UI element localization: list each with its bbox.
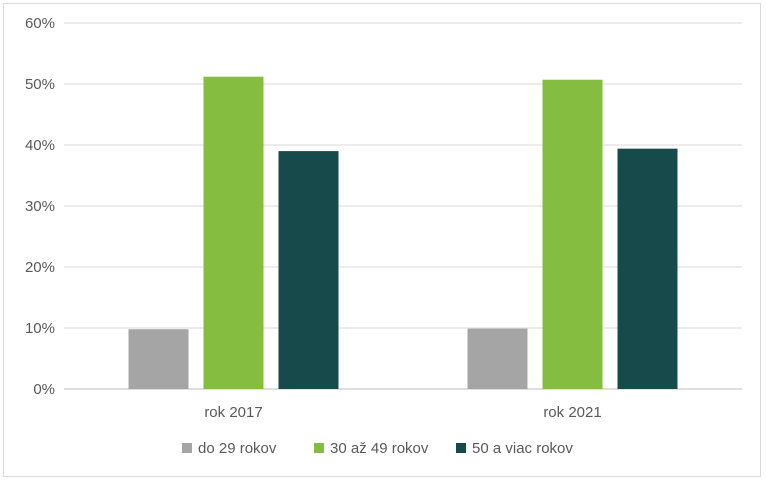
- gridlines: [64, 22, 742, 390]
- y-tick-label: 10%: [25, 320, 55, 337]
- y-tick-label: 0%: [33, 381, 55, 398]
- chart-frame: 0% 10% 20% 30% 40% 50% 60% rok 2017 rok 2021 do…: [3, 3, 761, 477]
- y-tick-label: 40%: [25, 137, 55, 154]
- legend-swatch: [182, 443, 192, 453]
- bars: [128, 76, 678, 390]
- y-axis-tick-labels: 0% 10% 20% 30% 40% 50% 60%: [25, 15, 55, 398]
- y-tick-label: 50%: [25, 76, 55, 93]
- legend-label: do 29 rokov: [198, 440, 277, 457]
- x-axis-category-labels: rok 2017 rok 2021: [204, 404, 601, 421]
- x-category-label: rok 2021: [543, 404, 601, 421]
- x-category-label: rok 2017: [204, 404, 262, 421]
- bar-2-1: [203, 76, 264, 390]
- bar-chart: 0% 10% 20% 30% 40% 50% 60% rok 2017 rok 2021 do…: [25, 15, 742, 457]
- legend-label: 30 až 49 rokov: [330, 440, 429, 457]
- y-tick-label: 30%: [25, 198, 55, 215]
- y-tick-label: 60%: [25, 15, 55, 32]
- legend: do 29 rokov 30 až 49 rokov 50 a viac rokov: [182, 440, 573, 457]
- y-tick-label: 20%: [25, 259, 55, 276]
- bar-1-1: [128, 329, 189, 389]
- legend-label: 50 a viac rokov: [472, 440, 573, 457]
- bar-3-1: [278, 151, 339, 389]
- bar-2-2: [542, 79, 603, 389]
- legend-swatch: [456, 443, 466, 453]
- bar-1-2: [467, 328, 528, 389]
- bar-3-2: [617, 148, 678, 389]
- legend-swatch: [314, 443, 324, 453]
